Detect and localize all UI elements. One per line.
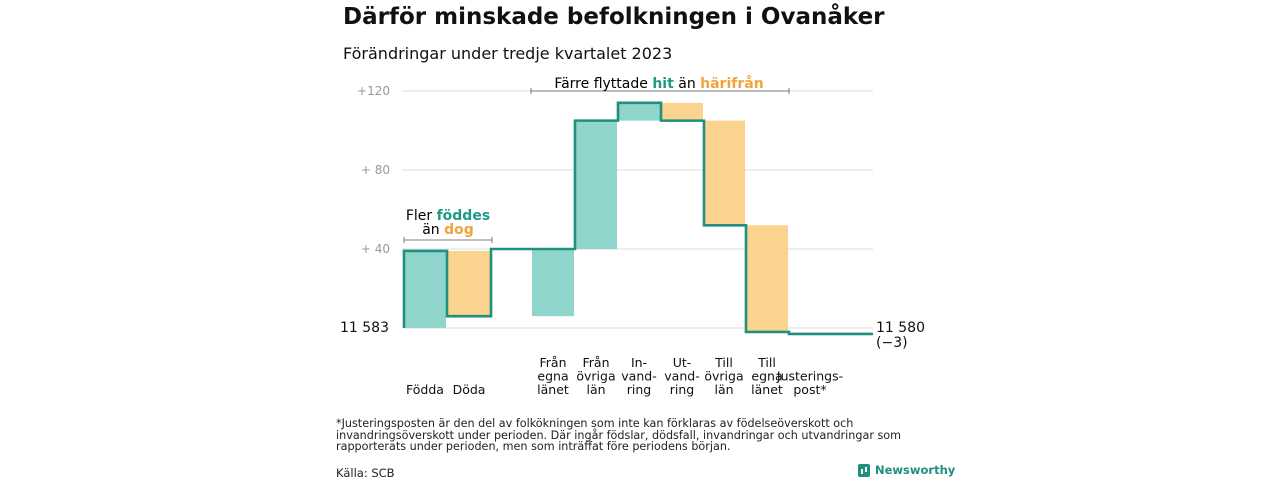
waterfall-bar [661, 102, 703, 121]
category-label: In-vand-ring [621, 355, 656, 397]
y-tick-label: + 40 [361, 242, 390, 256]
waterfall-bar [404, 250, 446, 328]
brand-logo: Newsworthy [858, 463, 955, 477]
category-label: Ut-vand-ring [664, 355, 699, 397]
waterfall-bar [703, 120, 745, 226]
category-label: Från egna länet [537, 355, 569, 397]
waterfall-bar [532, 249, 574, 317]
category-label: Justerings-post* [776, 369, 843, 398]
cumulative-step-line [402, 101, 873, 336]
waterfall-bar [575, 120, 617, 249]
waterfall-bar [618, 102, 660, 121]
waterfall-bar [448, 250, 490, 317]
end-change-label: (−3) [876, 335, 908, 351]
chart-title: Därför minskade befolkningen i Ovanåker [343, 4, 885, 30]
footnote: *Justeringsposten är den del av folkökni… [336, 417, 902, 453]
category-label: Döda [453, 382, 486, 397]
births-annotation-line2: än dog [422, 222, 474, 238]
y-tick-label: + 80 [361, 163, 390, 177]
start-value-label: 11 583 [340, 320, 389, 336]
category-label: Till övriga län [704, 355, 743, 397]
category-label: Från övriga län [576, 355, 615, 397]
births-annotation-line1: Fler föddes [406, 208, 490, 224]
migration-annotation: Färre flyttade hit än härifrån [554, 75, 763, 92]
source-label: Källa: SCB [336, 466, 395, 480]
y-tick-label: +120 [357, 84, 390, 98]
waterfall-bar [746, 225, 788, 332]
chart-subtitle: Förändringar under tredje kvartalet 2023 [343, 44, 673, 63]
category-label: Till egna länet [751, 355, 783, 397]
category-label: Födda [406, 382, 444, 397]
brand-name: Newsworthy [875, 463, 956, 477]
end-value-label: 11 580 [876, 320, 925, 336]
newsworthy-icon [858, 463, 870, 477]
